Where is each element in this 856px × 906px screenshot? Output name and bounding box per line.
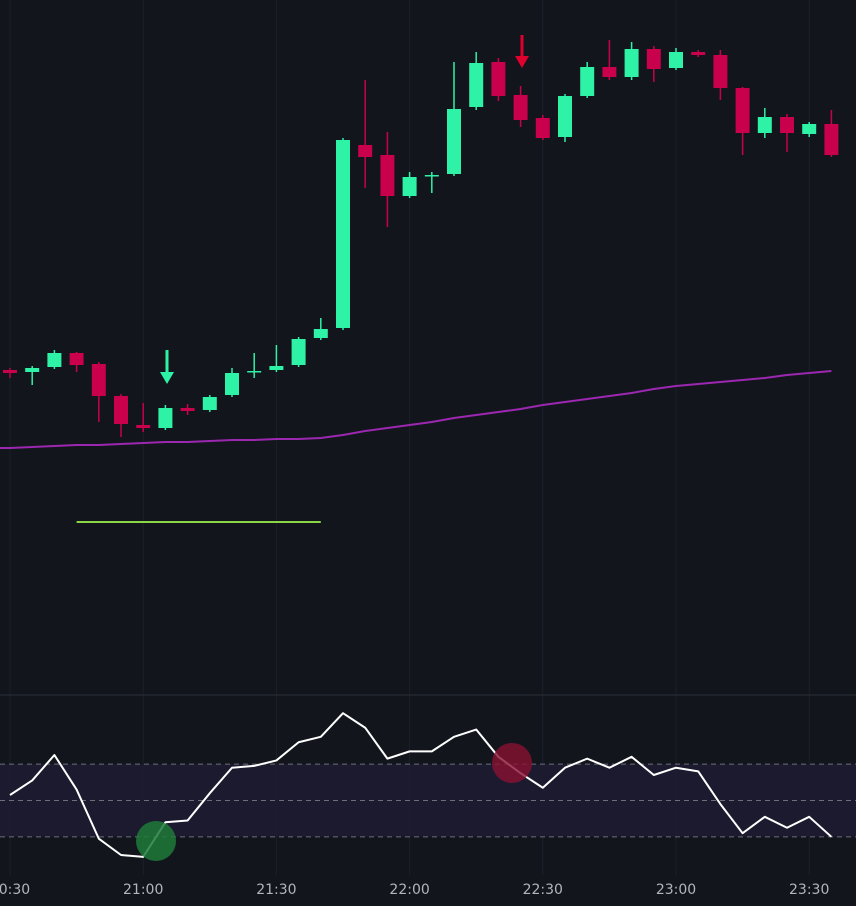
x-tick-label: 21:30 (256, 882, 296, 898)
candle-body (558, 96, 572, 137)
x-tick-label: 22:00 (389, 882, 429, 898)
x-tick-label: 22:30 (523, 882, 563, 898)
arrow-head (160, 372, 174, 384)
candle-body (114, 396, 128, 424)
candle-body (402, 177, 417, 196)
candle-body (757, 117, 772, 133)
candle-body (735, 88, 750, 133)
candle-body (469, 63, 484, 107)
candle-body (91, 364, 106, 396)
candle-body (247, 371, 262, 373)
buy-signal-dot (136, 821, 176, 861)
candle-body (424, 175, 439, 177)
x-tick-label: 20:30 (0, 882, 30, 898)
candle-body (180, 408, 195, 411)
x-tick-label: 23:00 (656, 882, 696, 898)
x-tick-label: 21:00 (123, 882, 163, 898)
candle-body (713, 55, 728, 88)
candle-body (513, 95, 528, 120)
candle-body (580, 67, 595, 96)
candle-body (202, 397, 217, 410)
candle-body (313, 329, 328, 338)
sell-signal-arrow (515, 35, 529, 68)
candle-body (25, 368, 40, 372)
candle-body (447, 109, 461, 174)
grid (9, 0, 810, 875)
buy-signal-arrow (160, 350, 174, 384)
rsi-pane (0, 712, 856, 858)
candle-body (602, 67, 617, 77)
candle-body (136, 425, 151, 428)
candle-body (3, 370, 17, 373)
candle-body (380, 155, 395, 196)
candle-body (291, 339, 306, 365)
candle-body (47, 353, 62, 367)
candle-body (69, 353, 84, 365)
candle-body (225, 373, 239, 395)
candle-body (535, 118, 550, 138)
candle-body (158, 408, 173, 428)
candle-body (691, 52, 706, 55)
price-pane (0, 40, 839, 523)
sell-signal-dot (492, 743, 532, 783)
candle-body (269, 366, 284, 370)
candle-body (624, 49, 639, 77)
candle-body (669, 52, 683, 68)
candle-body (646, 49, 661, 69)
arrow-head (515, 56, 529, 68)
candle-body (824, 124, 839, 155)
moving-average (0, 370, 832, 449)
candle-body (780, 117, 794, 133)
x-tick-label: 23:30 (789, 882, 829, 898)
candle-body (802, 124, 817, 134)
candle-body (336, 140, 350, 328)
candle-body (491, 62, 506, 96)
candle-body (358, 145, 373, 157)
